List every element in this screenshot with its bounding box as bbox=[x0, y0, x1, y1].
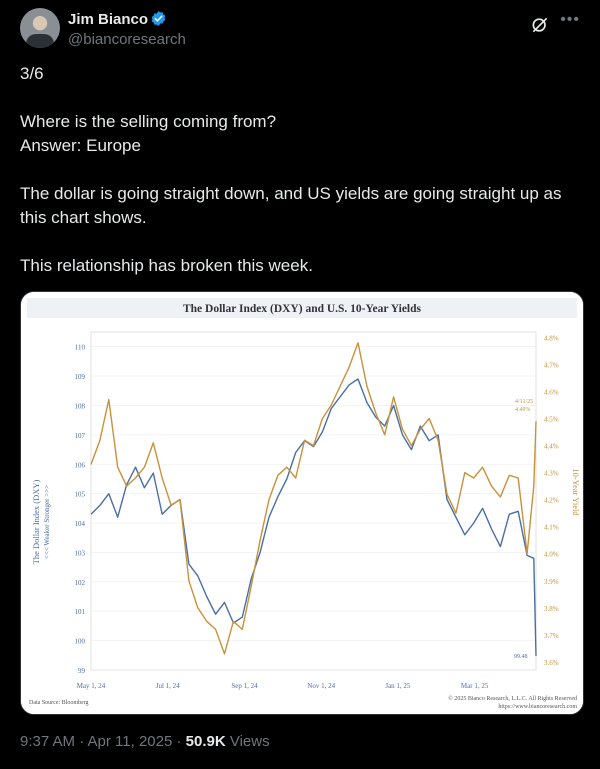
y-tick-right: 3.8% bbox=[544, 605, 559, 613]
y-tick-right: 4.7% bbox=[544, 361, 559, 369]
views-label: Views bbox=[225, 733, 270, 750]
annotation-date: 4/11/25 bbox=[515, 399, 533, 405]
chart-title: The Dollar Index (DXY) and U.S. 10-Year … bbox=[183, 303, 422, 315]
y-tick-right: 4.0% bbox=[544, 551, 559, 559]
y-tick-left: 99 bbox=[78, 667, 86, 675]
y-tick-right: 4.2% bbox=[544, 497, 559, 505]
yield-line bbox=[90, 342, 537, 655]
y-axis-left-label: The Dollar Index (DXY) bbox=[31, 479, 41, 564]
annotation-yield: 4.49% bbox=[515, 407, 531, 413]
dxy-line bbox=[90, 378, 537, 656]
y-tick-left: 103 bbox=[75, 549, 86, 557]
annotation-dxy: 99.48 bbox=[514, 654, 528, 660]
y-tick-right: 3.6% bbox=[544, 659, 559, 667]
y-tick-left: 102 bbox=[75, 579, 86, 587]
author-name[interactable]: Jim Bianco bbox=[68, 11, 149, 28]
chart-image[interactable]: The Dollar Index (DXY) and U.S. 10-Year … bbox=[20, 291, 584, 715]
x-tick: Sep 1, 24 bbox=[231, 682, 258, 690]
avatar[interactable] bbox=[20, 8, 60, 48]
y-tick-right: 4.5% bbox=[544, 416, 559, 424]
x-tick: May 1, 24 bbox=[77, 682, 106, 690]
y-tick-right: 4.8% bbox=[544, 334, 559, 342]
y-axis-left-sublabel: <<< Weaker Stronger >>> bbox=[43, 485, 51, 559]
y-tick-left: 106 bbox=[75, 461, 86, 469]
tweet-body: 3/6 Where is the selling coming from? An… bbox=[20, 62, 580, 278]
tweet-line: This relationship has broken this week. bbox=[20, 256, 313, 275]
tweet-footer: 9:37 AM · Apr 11, 2025 · 50.9K Views bbox=[20, 733, 270, 750]
views-count: 50.9K bbox=[185, 733, 226, 750]
y-tick-left: 108 bbox=[75, 402, 86, 410]
tweet-timestamp[interactable]: 9:37 AM · Apr 11, 2025 · bbox=[20, 733, 186, 750]
y-axis-right-label: 10-Year Yield bbox=[571, 468, 581, 516]
y-tick-right: 4.4% bbox=[544, 443, 559, 451]
y-tick-left: 100 bbox=[75, 638, 86, 646]
x-tick: Mar 1, 25 bbox=[461, 682, 489, 690]
y-tick-right: 4.6% bbox=[544, 388, 559, 396]
tweet-line: Where is the selling coming from? bbox=[20, 112, 277, 131]
verified-badge-icon bbox=[151, 11, 166, 26]
chart-svg: The Dollar Index (DXY) and U.S. 10-Year … bbox=[21, 292, 583, 714]
tweet-line: Answer: Europe bbox=[20, 136, 141, 155]
y-tick-left: 101 bbox=[75, 608, 86, 616]
tweet-header: Jim Bianco @biancoresearch ••• bbox=[20, 5, 580, 55]
grok-icon[interactable] bbox=[530, 15, 550, 35]
chart-copyright: © 2025 Bianco Research, L.L.C. All Right… bbox=[448, 695, 577, 702]
author-handle[interactable]: @biancoresearch bbox=[68, 31, 186, 48]
y-tick-right: 3.7% bbox=[544, 632, 559, 640]
chart-source: Data Source: Bloomberg bbox=[29, 700, 89, 706]
y-tick-left: 105 bbox=[75, 491, 86, 499]
y-tick-right: 4.1% bbox=[544, 524, 559, 532]
x-tick: Jan 1, 25 bbox=[385, 682, 411, 690]
chart-url: https://www.biancoresearch.com bbox=[498, 704, 577, 710]
more-icon[interactable]: ••• bbox=[560, 11, 580, 28]
tweet-line: The dollar is going straight down, and U… bbox=[20, 184, 562, 227]
x-tick: Jul 1, 24 bbox=[156, 682, 180, 690]
x-tick: Nov 1, 24 bbox=[307, 682, 335, 690]
tweet-line: 3/6 bbox=[20, 64, 44, 83]
y-tick-left: 107 bbox=[75, 432, 86, 440]
y-tick-left: 110 bbox=[75, 344, 86, 352]
y-tick-left: 104 bbox=[75, 520, 86, 528]
y-tick-left: 109 bbox=[75, 373, 86, 381]
y-tick-right: 3.9% bbox=[544, 578, 559, 586]
y-tick-right: 4.3% bbox=[544, 470, 559, 478]
